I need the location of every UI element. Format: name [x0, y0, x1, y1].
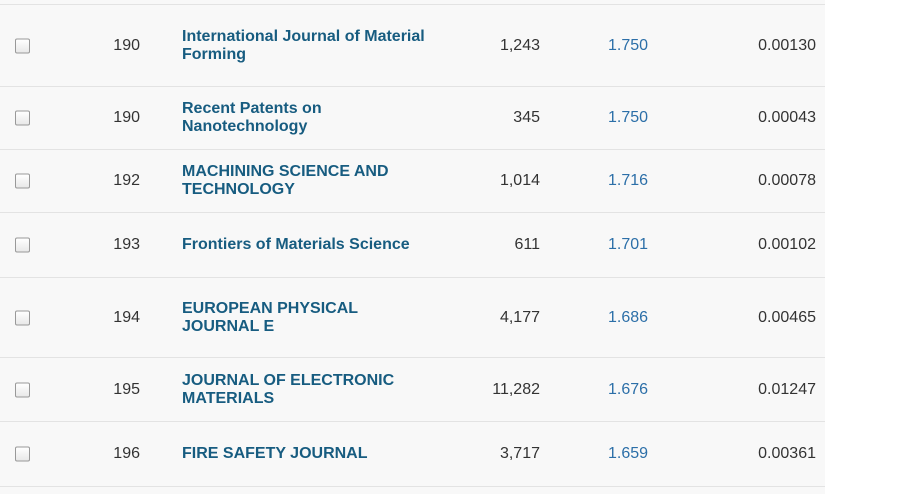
checkbox[interactable]	[15, 110, 30, 126]
total-cites: 611	[514, 236, 540, 253]
impact-factor[interactable]: 1.750	[607, 109, 649, 126]
journal-title[interactable]: FIRE SAFETY JOURNAL	[182, 445, 368, 462]
table-row: 192 MACHINING SCIENCE AND TECHNOLOGY 1,014…	[0, 150, 825, 213]
journal-title[interactable]: Recent Patents on Nanotechnology	[182, 100, 322, 135]
impact-factor[interactable]: 1.716	[607, 172, 649, 189]
impact-factor[interactable]: 1.686	[607, 308, 649, 326]
row-edge	[0, 0, 825, 5]
checkbox[interactable]	[15, 310, 30, 325]
total-cites: 11,282	[492, 380, 540, 398]
impact-factor[interactable]: 1.701	[607, 236, 649, 253]
journal-title[interactable]: Frontiers of Materials Science	[182, 236, 410, 253]
table-row: 190 International Journal of Material For…	[0, 5, 825, 87]
impact-factor[interactable]: 1.659	[607, 445, 649, 462]
table-row: 193 Frontiers of Materials Science 611 1.70…	[0, 213, 825, 278]
table-row: 196 FIRE SAFETY JOURNAL 3,717 1.659 0.00361	[0, 422, 825, 487]
journal-title[interactable]: JOURNAL OF ELECTRONIC MATERIALS	[182, 371, 395, 407]
eigenfactor: 0.01247	[758, 380, 816, 398]
rank: 194	[113, 308, 140, 326]
journal-table: 190 International Journal of Material For…	[0, 0, 825, 487]
total-cites: 1,243	[499, 36, 540, 54]
rank: 193	[113, 236, 140, 253]
rank: 196	[113, 445, 140, 462]
total-cites: 3,717	[499, 445, 540, 462]
journal-title[interactable]: EUROPEAN PHYSICAL JOURNAL E	[182, 299, 358, 335]
eigenfactor: 0.00130	[758, 36, 816, 54]
rank: 195	[113, 380, 140, 398]
total-cites: 345	[513, 109, 540, 126]
checkbox[interactable]	[15, 38, 30, 53]
impact-factor[interactable]: 1.676	[607, 380, 649, 398]
rank: 190	[113, 36, 140, 54]
rank: 192	[113, 172, 140, 189]
eigenfactor: 0.00043	[758, 109, 816, 126]
checkbox[interactable]	[15, 382, 30, 397]
checkbox[interactable]	[15, 173, 30, 189]
table-row: 194 EUROPEAN PHYSICAL JOURNAL E 4,177 1.686…	[0, 278, 825, 358]
checkbox[interactable]	[15, 237, 30, 253]
total-cites: 1,014	[499, 172, 540, 189]
journal-title[interactable]: MACHINING SCIENCE AND TECHNOLOGY	[182, 163, 389, 198]
rank: 190	[113, 109, 140, 126]
table-row: 190 Recent Patents on Nanotechnology 345 1.…	[0, 87, 825, 150]
eigenfactor: 0.00102	[758, 236, 816, 253]
eigenfactor: 0.00078	[758, 172, 816, 189]
table-row: 195 JOURNAL OF ELECTRONIC MATERIALS 11,282…	[0, 358, 825, 422]
eigenfactor: 0.00465	[758, 308, 816, 326]
checkbox[interactable]	[15, 446, 30, 462]
total-cites: 4,177	[499, 308, 540, 326]
journal-title[interactable]: International Journal of Material Formin…	[182, 27, 425, 63]
impact-factor[interactable]: 1.750	[607, 36, 649, 54]
eigenfactor: 0.00361	[758, 445, 816, 462]
